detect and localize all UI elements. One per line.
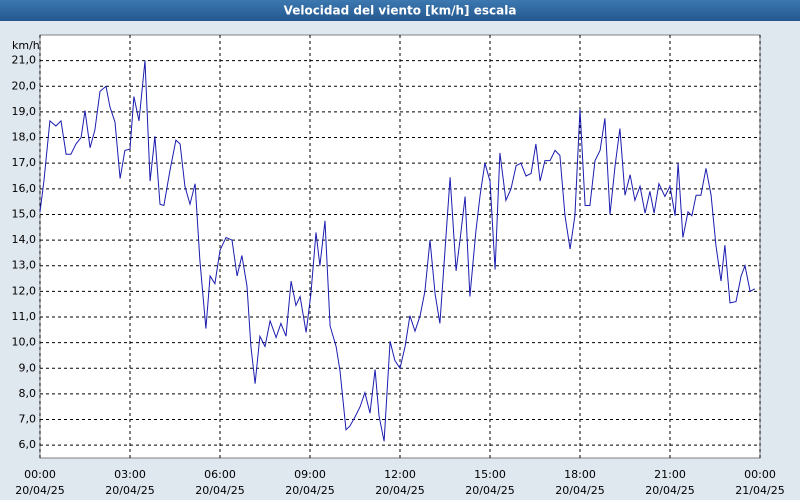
y-tick-label: 14,0 [12,233,37,246]
y-tick-label: 13,0 [12,259,37,272]
title-bar [0,0,800,21]
x-tick-label: 06:00 [204,468,236,481]
x-tick-date: 20/04/25 [555,484,604,497]
y-tick-label: 17,0 [12,156,37,169]
x-tick-date: 20/04/25 [195,484,244,497]
y-tick-label: 10,0 [12,336,37,349]
y-tick-label: 19,0 [12,105,37,118]
y-tick-label: 18,0 [12,131,37,144]
x-tick-date: 21/04/25 [735,484,784,497]
x-tick-date: 20/04/25 [645,484,694,497]
x-tick-label: 15:00 [474,468,506,481]
x-tick-date: 20/04/25 [105,484,154,497]
x-tick-label: 09:00 [294,468,326,481]
x-tick-date: 20/04/25 [465,484,514,497]
y-tick-label: 15,0 [12,207,37,220]
y-tick-label: 7,0 [19,413,37,426]
x-tick-label: 00:00 [24,468,56,481]
x-tick-date: 20/04/25 [15,484,64,497]
x-tick-label: 21:00 [654,468,686,481]
chart-title: Velocidad del viento [km/h] escala [284,4,517,18]
y-tick-label: 8,0 [19,387,37,400]
y-tick-label: 20,0 [12,79,37,92]
y-tick-label: 9,0 [19,361,37,374]
y-tick-label: 6,0 [19,438,37,451]
y-axis-label: km/h [12,39,40,52]
y-tick-label: 16,0 [12,182,37,195]
data-line [39,60,756,442]
y-tick-label: 21,0 [12,54,37,67]
x-tick-label: 00:00 [744,468,776,481]
y-tick-label: 11,0 [12,310,37,323]
x-tick-label: 12:00 [384,468,416,481]
x-tick-label: 03:00 [114,468,146,481]
y-tick-label: 12,0 [12,284,37,297]
x-tick-date: 20/04/25 [285,484,334,497]
x-tick-label: 18:00 [564,468,596,481]
x-tick-date: 20/04/25 [375,484,424,497]
